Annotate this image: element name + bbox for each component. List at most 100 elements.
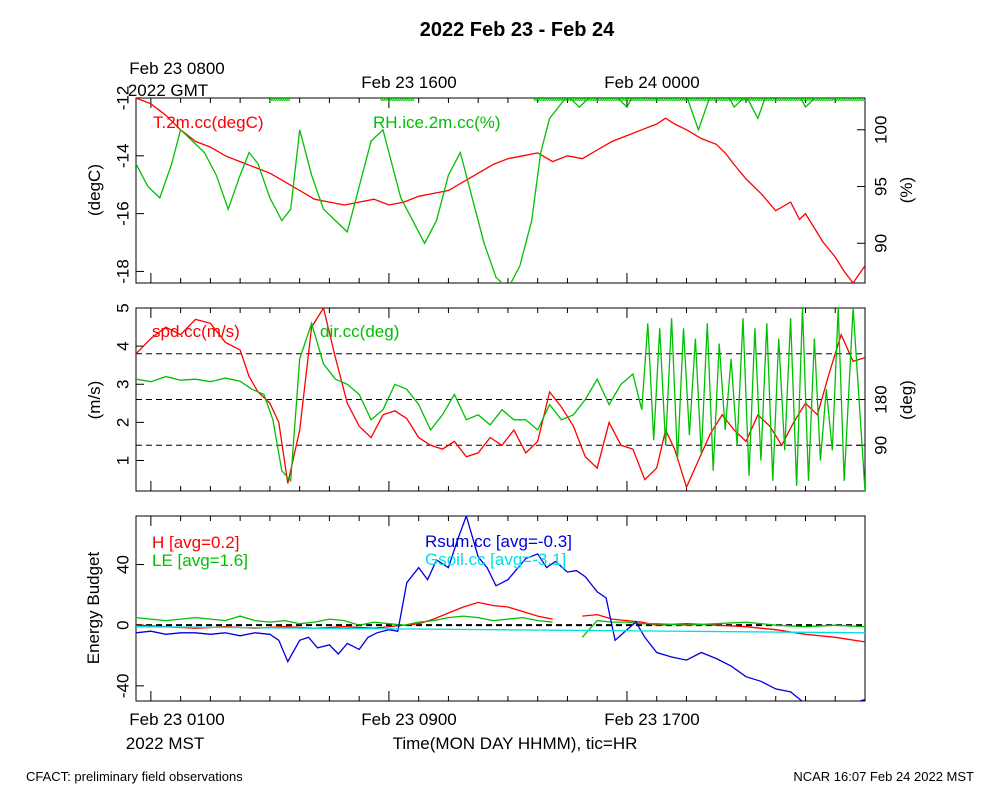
saturation-marker — [773, 98, 777, 102]
saturation-marker — [654, 98, 658, 102]
saturation-marker — [598, 98, 602, 102]
saturation-marker — [539, 98, 543, 102]
saturation-marker — [382, 98, 386, 102]
saturation-marker — [741, 98, 745, 102]
saturation-marker — [659, 98, 663, 102]
series-line-gsoil-cc — [136, 626, 865, 634]
saturation-marker — [609, 98, 613, 102]
saturation-marker — [732, 98, 736, 102]
saturation-marker — [689, 98, 693, 102]
saturation-marker — [850, 98, 854, 102]
saturation-marker — [834, 98, 838, 102]
saturation-marker — [748, 98, 752, 102]
saturation-marker — [664, 98, 668, 102]
saturation-marker — [379, 98, 383, 102]
panel-wind: 1 2 3 4 5 90 180 (m/s) (deg) spd.cc(m/s) dir.cc(de… — [85, 303, 916, 492]
saturation-marker — [634, 98, 638, 102]
saturation-marker — [832, 98, 836, 102]
saturation-marker — [803, 98, 808, 102]
saturation-marker — [670, 98, 674, 102]
saturation-marker — [814, 98, 818, 102]
saturation-marker — [755, 98, 759, 102]
legend-label: H [avg=0.2] — [152, 533, 239, 552]
saturation-marker — [811, 98, 815, 102]
saturation-marker — [661, 98, 665, 102]
saturation-marker — [802, 98, 806, 102]
saturation-marker — [554, 98, 558, 102]
saturation-marker — [779, 98, 783, 102]
saturation-marker — [859, 98, 863, 102]
saturation-marker — [673, 98, 677, 102]
saturation-marker — [571, 98, 575, 102]
saturation-marker — [830, 98, 834, 102]
saturation-marker — [557, 98, 561, 102]
saturation-marker — [552, 98, 556, 102]
saturation-marker — [273, 98, 277, 102]
y-left-axis-title: (degC) — [85, 164, 104, 216]
saturation-marker — [711, 98, 715, 102]
saturation-marker — [809, 98, 813, 102]
series-line-le — [136, 615, 865, 638]
saturation-marker — [807, 98, 811, 102]
saturation-marker — [743, 98, 747, 102]
y-left-tick-label: -14 — [113, 144, 132, 169]
y-right-axis-title: (deg) — [897, 380, 916, 420]
saturation-marker — [812, 98, 816, 102]
saturation-marker — [839, 98, 843, 102]
saturation-marker — [269, 98, 273, 102]
y-left-tick-label: -12 — [113, 86, 132, 111]
saturation-marker — [586, 98, 590, 102]
saturation-marker — [397, 98, 401, 102]
saturation-marker — [620, 98, 624, 102]
saturation-marker — [577, 98, 581, 102]
saturation-marker — [596, 98, 600, 102]
top-axis-label-first-line2: 2022 GMT — [128, 81, 208, 100]
legend-label: spd.cc(m/s) — [152, 322, 240, 341]
saturation-marker — [537, 98, 542, 102]
saturation-marker — [764, 98, 768, 102]
saturation-marker — [646, 98, 650, 102]
saturation-marker — [757, 98, 761, 102]
legend-label: dir.cc(deg) — [320, 322, 399, 341]
top-axis-label-2: Feb 23 1600 — [361, 73, 456, 92]
saturation-marker — [836, 98, 840, 102]
y-left-tick-label: -40 — [113, 674, 132, 699]
saturation-marker — [837, 98, 841, 102]
saturation-marker — [705, 98, 709, 102]
saturation-marker — [393, 98, 397, 102]
saturation-marker — [796, 98, 800, 102]
saturation-marker — [712, 98, 716, 102]
plot-area — [136, 308, 865, 491]
legend-label: Rsum.cc [avg=-0.3] — [425, 532, 572, 551]
saturation-marker — [704, 98, 708, 102]
saturation-marker — [534, 98, 538, 102]
saturation-marker — [698, 98, 702, 102]
saturation-marker — [795, 98, 799, 102]
saturation-marker — [759, 98, 763, 102]
chart-title: 2022 Feb 23 - Feb 24 — [420, 19, 615, 41]
saturation-marker — [285, 98, 289, 102]
saturation-marker — [855, 98, 859, 102]
saturation-marker — [746, 98, 750, 102]
saturation-marker — [775, 98, 779, 102]
saturation-marker — [391, 98, 395, 102]
saturation-marker — [709, 98, 713, 102]
saturation-marker — [820, 98, 824, 102]
saturation-marker — [843, 98, 847, 102]
saturation-marker — [827, 98, 831, 102]
saturation-marker — [282, 98, 286, 102]
saturation-marker — [532, 98, 536, 102]
saturation-marker — [545, 98, 549, 102]
legend-label: T.2m.cc(degC) — [153, 113, 264, 132]
saturation-marker — [727, 98, 731, 102]
saturation-marker — [271, 98, 275, 102]
saturation-marker — [645, 98, 649, 102]
saturation-marker — [848, 98, 852, 102]
y-right-tick-label: 95 — [871, 177, 890, 196]
saturation-marker — [671, 98, 675, 102]
saturation-marker — [636, 98, 640, 102]
legend-label: Gsoil.cc [avg=-3.1] — [425, 550, 566, 569]
saturation-marker — [691, 98, 695, 102]
saturation-marker — [637, 98, 641, 102]
saturation-marker — [568, 98, 572, 102]
